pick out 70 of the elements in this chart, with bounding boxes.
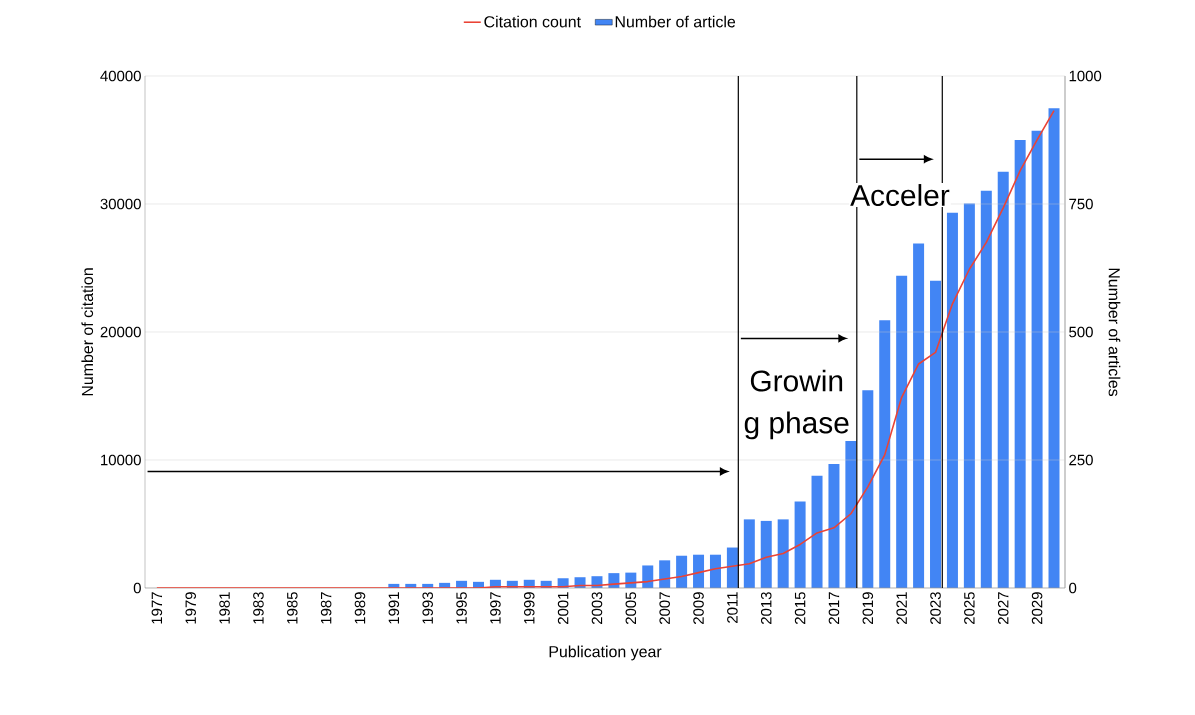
x-tick-label: 2011 bbox=[727, 592, 738, 623]
bar bbox=[726, 547, 738, 588]
y2-tick-label: 1000 bbox=[1069, 70, 1102, 82]
bar bbox=[896, 275, 908, 588]
x-axis-title: Publication year bbox=[549, 645, 662, 661]
bar bbox=[930, 280, 942, 588]
bar bbox=[963, 203, 975, 588]
x-tick-label: 1989 bbox=[354, 592, 366, 624]
bar bbox=[794, 501, 806, 588]
x-tick-label: 1991 bbox=[388, 592, 400, 624]
bar bbox=[879, 320, 891, 588]
x-tick-label: 2007 bbox=[659, 592, 670, 624]
y-tick-label: 40000 bbox=[100, 70, 141, 82]
bar bbox=[709, 554, 721, 588]
x-tick-label: 2017 bbox=[828, 592, 840, 624]
y-tick-label: 0 bbox=[133, 582, 141, 594]
x-tick-label: 1993 bbox=[422, 592, 433, 624]
x-tick-label: 2015 bbox=[794, 592, 806, 624]
y2-tick-label: 500 bbox=[1069, 326, 1093, 338]
x-tick-label: 2027 bbox=[997, 592, 1009, 624]
x-tick-label: 1977 bbox=[151, 592, 163, 624]
x-tick-label: 2003 bbox=[591, 592, 603, 624]
x-tick-label: 1981 bbox=[219, 592, 230, 624]
annotation: Growin bbox=[750, 369, 843, 392]
x-tick-label: 1985 bbox=[286, 592, 298, 624]
bar bbox=[997, 171, 1009, 588]
bar bbox=[980, 190, 992, 588]
bar bbox=[743, 519, 755, 588]
y2-axis-title: Number of articles bbox=[1108, 268, 1121, 397]
bar bbox=[946, 212, 958, 588]
x-tick-label: 2029 bbox=[1031, 592, 1043, 624]
bar bbox=[693, 554, 705, 588]
bar bbox=[1014, 139, 1026, 588]
bar bbox=[913, 243, 925, 588]
y-axis-title: Number of citation bbox=[81, 268, 94, 396]
bar bbox=[642, 565, 654, 588]
x-tick-label: 2009 bbox=[693, 592, 704, 624]
x-tick-label: 1979 bbox=[185, 592, 196, 624]
bar bbox=[862, 390, 874, 588]
x-tick-label: 1983 bbox=[253, 592, 264, 624]
bar bbox=[777, 519, 789, 588]
y-tick-label: 10000 bbox=[101, 454, 141, 466]
x-tick-label: 1995 bbox=[456, 592, 467, 624]
y2-tick-label: 750 bbox=[1069, 198, 1093, 210]
bar bbox=[676, 555, 688, 588]
x-tick-label: 2001 bbox=[557, 592, 569, 624]
annotation: Acceler bbox=[850, 184, 950, 207]
y2-tick-label: 0 bbox=[1069, 582, 1077, 594]
bar bbox=[760, 520, 772, 588]
bar bbox=[1048, 108, 1060, 588]
y2-tick-label: 250 bbox=[1069, 454, 1093, 466]
y-tick-label: 30000 bbox=[100, 198, 141, 210]
x-tick-label: 2019 bbox=[862, 592, 874, 624]
x-tick-label: 1997 bbox=[490, 592, 501, 624]
x-tick-label: 2005 bbox=[625, 592, 637, 624]
x-tick-label: 2021 bbox=[896, 592, 907, 624]
bar bbox=[659, 560, 671, 588]
bar bbox=[828, 464, 840, 588]
x-tick-label: 1987 bbox=[320, 592, 332, 624]
x-tick-label: 2023 bbox=[930, 592, 941, 624]
annotation: g phase bbox=[744, 411, 849, 440]
y-tick-label: 20000 bbox=[100, 326, 141, 338]
x-tick-label: 2025 bbox=[964, 592, 975, 624]
legend-label: Number of article bbox=[615, 15, 736, 28]
bar bbox=[1031, 130, 1043, 588]
legend-label: Citation count bbox=[484, 15, 581, 28]
bar bbox=[811, 475, 823, 588]
x-tick-label: 2013 bbox=[760, 592, 772, 624]
x-tick-label: 1999 bbox=[523, 592, 535, 624]
bar bbox=[845, 441, 857, 588]
